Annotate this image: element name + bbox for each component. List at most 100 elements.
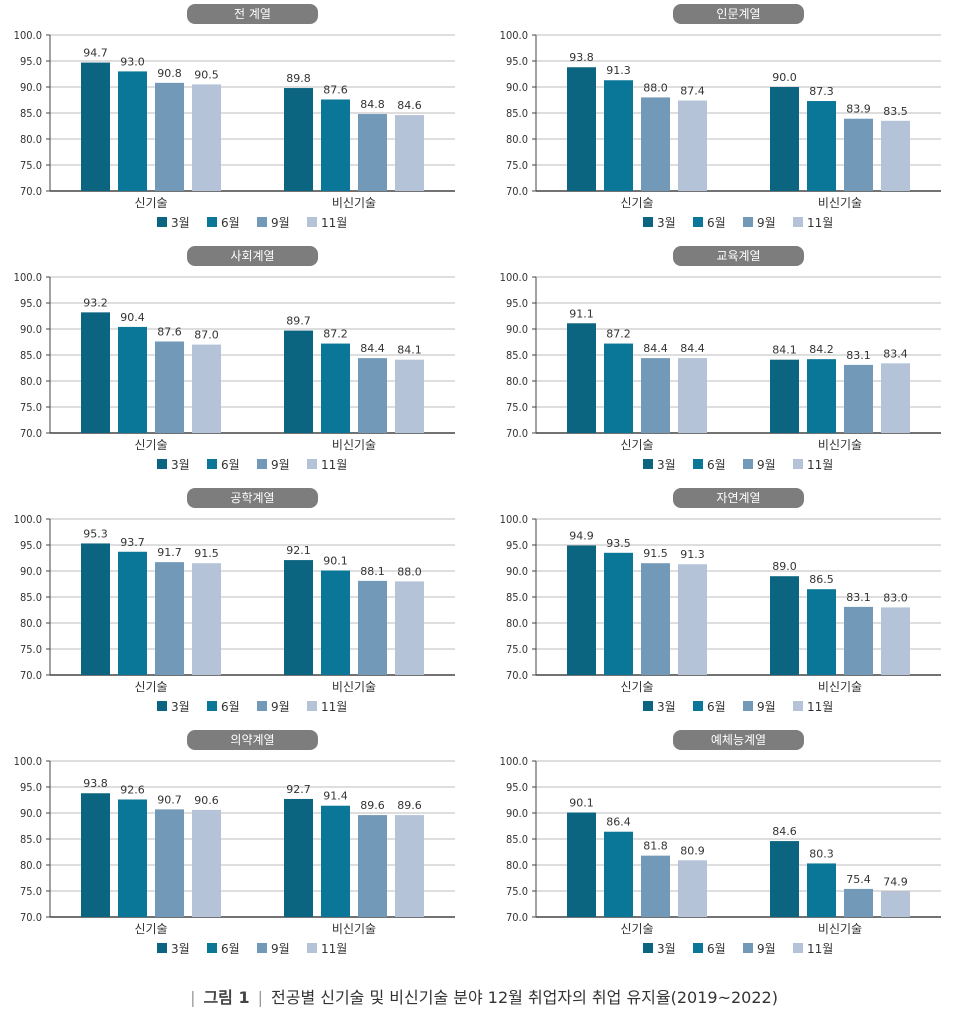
data-label: 90.7: [157, 793, 182, 806]
bar: [807, 359, 836, 433]
bar: [678, 358, 707, 433]
y-tick-label: 80.0: [506, 859, 528, 872]
bar: [192, 809, 221, 917]
data-label: 87.3: [809, 85, 834, 98]
category-label: 비신기술: [818, 922, 862, 936]
legend-label: 3월: [171, 700, 190, 714]
y-tick-label: 70.0: [506, 911, 528, 924]
y-tick-label: 100.0: [14, 755, 42, 768]
y-tick-label: 75.0: [20, 401, 42, 414]
legend-swatch: [307, 217, 317, 227]
y-tick-label: 90.0: [506, 81, 528, 94]
legend-swatch: [793, 943, 803, 953]
chart-svg: 100.0 95.0 90.0 85.0 80.0 75.0 70.0 93.8 92.6 90.…: [14, 755, 455, 956]
bar: [567, 323, 596, 433]
legend-label: 3월: [657, 942, 676, 956]
bar: [118, 71, 147, 191]
data-label: 87.6: [157, 325, 182, 338]
legend-label: 11월: [807, 942, 833, 956]
legend-label: 6월: [221, 216, 240, 230]
legend-swatch: [793, 701, 803, 711]
bar: [395, 115, 424, 191]
bar: [284, 88, 313, 191]
legend-swatch: [157, 943, 167, 953]
legend-swatch: [643, 943, 653, 953]
y-tick-label: 80.0: [506, 133, 528, 146]
data-label: 83.1: [846, 349, 871, 362]
y-tick-label: 70.0: [20, 427, 42, 440]
data-label: 93.2: [83, 296, 108, 309]
chart-title: 전 계열: [187, 4, 318, 24]
chart-svg: 100.0 95.0 90.0 85.0 80.0 75.0 70.0 91.1 87.2 84.…: [500, 271, 941, 472]
legend-swatch: [643, 701, 653, 711]
y-tick-label: 75.0: [506, 643, 528, 656]
bar: [567, 812, 596, 917]
legend-label: 6월: [707, 458, 726, 472]
bar: [604, 831, 633, 917]
data-label: 90.6: [194, 794, 219, 807]
data-label: 90.8: [157, 67, 182, 80]
chart-panel: 전 계열 100.0 95.0 90.0 85.0 80.0 75.0 70.0 94.7 93.…: [0, 0, 480, 242]
data-label: 80.9: [680, 844, 705, 857]
legend-label: 3월: [171, 216, 190, 230]
legend-swatch: [743, 217, 753, 227]
data-label: 84.4: [643, 342, 668, 355]
legend-label: 11월: [807, 458, 833, 472]
bar: [844, 364, 873, 433]
legend-label: 11월: [807, 700, 833, 714]
bar: [807, 589, 836, 675]
bar: [881, 363, 910, 433]
legend-label: 6월: [707, 942, 726, 956]
legend-swatch: [157, 459, 167, 469]
y-tick-label: 70.0: [506, 669, 528, 682]
figure-label: 그림 1: [203, 988, 250, 1007]
chart-title: 공학계열: [187, 488, 318, 508]
bar: [395, 815, 424, 917]
y-tick-label: 70.0: [20, 911, 42, 924]
chart-panel: 인문계열 100.0 95.0 90.0 85.0 80.0 75.0 70.0 93.8 91.…: [486, 0, 960, 242]
data-label: 91.1: [569, 307, 594, 320]
data-label: 91.5: [643, 547, 668, 560]
y-tick-label: 85.0: [506, 349, 528, 362]
legend-swatch: [207, 701, 217, 711]
legend-label: 11월: [321, 700, 347, 714]
data-label: 84.6: [397, 99, 422, 112]
y-tick-label: 95.0: [506, 55, 528, 68]
bar: [81, 793, 110, 917]
legend-swatch: [743, 459, 753, 469]
legend-label: 11월: [321, 942, 347, 956]
legend-label: 3월: [657, 458, 676, 472]
data-label: 90.5: [194, 68, 219, 81]
data-label: 84.6: [772, 825, 797, 838]
bar: [678, 100, 707, 191]
bar: [604, 80, 633, 191]
bar: [118, 551, 147, 675]
data-label: 93.8: [569, 51, 594, 64]
data-label: 84.1: [772, 344, 797, 357]
bar: [395, 359, 424, 433]
data-label: 89.0: [772, 560, 797, 573]
bar: [678, 860, 707, 917]
chart-svg: 100.0 95.0 90.0 85.0 80.0 75.0 70.0 93.2 90.4 87.…: [14, 271, 455, 472]
data-label: 95.3: [83, 527, 108, 540]
bar: [192, 344, 221, 433]
legend-label: 6월: [707, 700, 726, 714]
data-label: 87.0: [194, 329, 219, 342]
data-label: 91.7: [157, 546, 182, 559]
data-label: 87.4: [680, 85, 705, 98]
y-tick-label: 75.0: [20, 159, 42, 172]
legend-label: 3월: [171, 458, 190, 472]
y-tick-label: 90.0: [506, 565, 528, 578]
legend-swatch: [257, 459, 267, 469]
y-tick-label: 75.0: [506, 885, 528, 898]
category-label: 비신기술: [332, 922, 376, 936]
category-label: 신기술: [134, 680, 167, 694]
data-label: 91.3: [606, 64, 631, 77]
legend-swatch: [157, 701, 167, 711]
bar: [155, 562, 184, 675]
chart-title: 의약계열: [187, 730, 318, 750]
data-label: 90.4: [120, 311, 145, 324]
legend-label: 9월: [271, 700, 290, 714]
y-tick-label: 85.0: [20, 591, 42, 604]
category-label: 비신기술: [818, 438, 862, 452]
